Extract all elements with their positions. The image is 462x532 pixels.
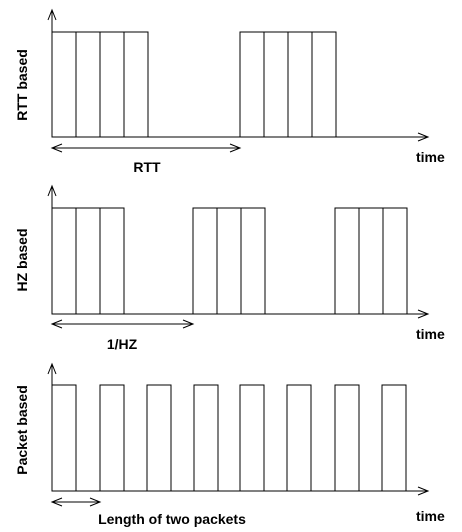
hz-packets [51, 207, 408, 315]
rtt-packet-1-1 [263, 31, 289, 138]
packet-span-label: Length of two packets [98, 511, 246, 527]
rtt-span-left-arrow-icon [50, 143, 63, 153]
packet-packet-2-0 [146, 384, 172, 492]
hz-packet-1-2 [240, 207, 266, 315]
rtt-y-axis-arrow-icon [47, 8, 57, 21]
hz-packet-2-0 [334, 207, 360, 315]
packet-y-axis-arrow-icon [47, 362, 57, 375]
rtt-x-axis-arrow-icon [417, 132, 430, 142]
hz-packet-0-2 [99, 207, 125, 315]
packet-span-left-arrow-icon [50, 497, 63, 507]
hz-packet-2-1 [358, 207, 384, 315]
rtt-packet-0-0 [51, 31, 77, 138]
row-packet: Length of two packets time Packet based [14, 362, 445, 527]
row-hz: 1/HZ time HZ based [14, 184, 445, 352]
hz-span-label: 1/HZ [107, 336, 138, 352]
rtt-packet-1-3 [311, 31, 337, 138]
rtt-packet-0-2 [99, 31, 125, 138]
rtt-span-right-arrow-icon [229, 143, 242, 153]
packet-packets [51, 384, 407, 492]
packet-span-right-arrow-icon [89, 497, 102, 507]
packet-packet-0-0 [51, 384, 77, 492]
hz-y-axis-arrow-icon [47, 184, 57, 197]
packet-packet-1-0 [99, 384, 125, 492]
hz-packet-0-0 [51, 207, 77, 315]
rtt-y-label: RTT based [14, 49, 30, 121]
hz-packet-1-0 [192, 207, 218, 315]
packet-packet-6-0 [334, 384, 360, 492]
rtt-span-label: RTT [133, 159, 161, 175]
hz-packet-1-1 [216, 207, 242, 315]
hz-time-label: time [416, 326, 445, 342]
packet-packet-3-0 [193, 384, 219, 492]
hz-packet-0-1 [75, 207, 101, 315]
hz-y-label: HZ based [14, 228, 30, 291]
packet-time-label: time [416, 508, 445, 524]
rtt-time-label: time [416, 149, 445, 165]
packet-packet-5-0 [286, 384, 312, 492]
hz-span-left-arrow-icon [50, 319, 63, 329]
packet-packet-7-0 [381, 384, 407, 492]
packet-packet-4-0 [239, 384, 265, 492]
hz-x-axis-arrow-icon [417, 309, 430, 319]
hz-packet-2-2 [382, 207, 408, 315]
packet-y-label: Packet based [14, 385, 30, 475]
rtt-packets [51, 31, 337, 138]
packet-x-axis-arrow-icon [417, 486, 430, 496]
rtt-packet-0-3 [123, 31, 149, 138]
rtt-packet-1-0 [239, 31, 265, 138]
rtt-packet-0-1 [75, 31, 101, 138]
row-rtt: RTT time RTT based [14, 8, 445, 175]
hz-span-right-arrow-icon [182, 319, 195, 329]
rtt-packet-1-2 [287, 31, 313, 138]
